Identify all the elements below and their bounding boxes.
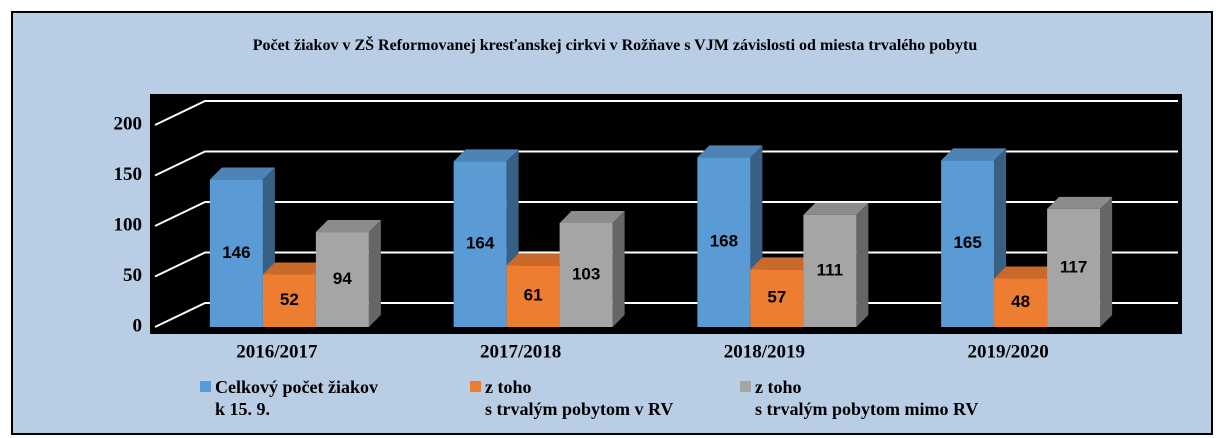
data-label: 146 — [222, 243, 250, 262]
bar-face — [1047, 196, 1113, 209]
legend-label: z toho s trvalým pobytom mimo RV — [755, 377, 979, 419]
data-label: 94 — [333, 269, 352, 288]
bar-face — [453, 161, 507, 327]
grid-line — [154, 150, 1178, 177]
bar-face — [612, 210, 625, 327]
legend-swatch — [200, 381, 211, 392]
bar-face — [559, 210, 625, 223]
legend-item: z toho s trvalým pobytom v RV — [470, 376, 740, 420]
y-tick-label: 200 — [114, 113, 143, 134]
bar-face — [262, 262, 328, 275]
bar-face — [697, 157, 751, 327]
bar-face — [803, 202, 869, 215]
y-tick-label: 150 — [114, 164, 143, 185]
grid-line — [154, 201, 1178, 227]
bar-face — [994, 266, 1060, 279]
legend-label: Celkový počet žiakov k 15. 9. — [215, 377, 378, 419]
data-label: 103 — [572, 264, 600, 283]
data-label: 168 — [710, 232, 738, 251]
bar-face — [1047, 208, 1101, 327]
data-label: 52 — [280, 290, 299, 309]
bar-face — [697, 145, 763, 158]
bar — [559, 210, 625, 327]
y-tick-label: 0 — [133, 315, 143, 336]
data-label: 164 — [466, 234, 495, 253]
x-tick-label: 2017/2018 — [480, 341, 561, 362]
bar-face — [750, 257, 816, 270]
bar-face — [941, 160, 995, 327]
bar — [315, 220, 381, 327]
bar-face — [559, 222, 613, 327]
legend-label: z toho s trvalým pobytom v RV — [485, 377, 674, 419]
x-tick-label: 2018/2019 — [724, 341, 805, 362]
y-tick-label: 100 — [114, 214, 143, 235]
bar-face — [209, 167, 275, 180]
grid-line — [154, 100, 1178, 126]
bar-face — [506, 253, 572, 266]
chart-title: Počet žiakov v ZŠ Reformovanej kresťansk… — [252, 37, 978, 54]
x-tick-label: 2016/2017 — [236, 341, 318, 362]
bar-face — [453, 149, 519, 162]
x-tick-label: 2019/2020 — [967, 341, 1048, 362]
bar — [697, 145, 763, 327]
bar-face — [368, 220, 381, 327]
bar-face — [994, 278, 1048, 327]
data-label: 117 — [1060, 257, 1087, 276]
legend-swatch — [740, 381, 751, 392]
bar-face — [209, 179, 263, 327]
bar-face — [315, 220, 381, 233]
bar-face — [941, 148, 1007, 161]
bar-face — [1100, 196, 1113, 327]
y-tick-label: 50 — [123, 265, 142, 286]
data-label: 57 — [767, 288, 786, 307]
bar-face — [262, 274, 316, 327]
bar-face — [803, 214, 857, 327]
data-label: 48 — [1011, 292, 1030, 311]
bar-face — [506, 265, 560, 327]
data-label: 61 — [524, 286, 543, 305]
data-label: 111 — [817, 260, 844, 279]
bar-face — [750, 269, 804, 327]
legend-swatch — [470, 381, 481, 392]
bar — [803, 202, 869, 327]
legend: Celkový počet žiakov k 15. 9. z toho s tr… — [200, 376, 1010, 420]
bar — [941, 148, 1007, 327]
bar — [1047, 196, 1113, 327]
legend-item: Celkový počet žiakov k 15. 9. — [200, 376, 470, 420]
legend-item: z toho s trvalým pobytom mimo RV — [740, 376, 1010, 420]
bar-face — [856, 202, 869, 327]
bar-face — [315, 232, 369, 327]
data-label: 165 — [953, 233, 981, 252]
